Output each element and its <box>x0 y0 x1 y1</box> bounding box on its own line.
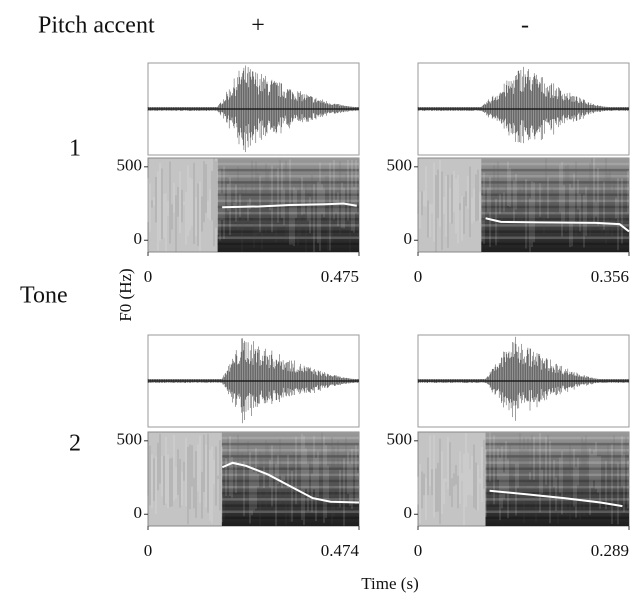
column-header: Pitch accent <box>38 13 155 39</box>
y-tick-label: 0 <box>404 229 413 248</box>
x-tick-label: 0 <box>414 541 423 560</box>
x-tick-label: 0 <box>414 267 423 286</box>
x-tick-label: 0.474 <box>321 541 360 560</box>
column-label: + <box>251 13 265 39</box>
y-tick-label: 0 <box>404 503 413 522</box>
y-tick-label: 0 <box>134 229 143 248</box>
x-tick-label: 0.289 <box>591 541 629 560</box>
x-axis-label: Time (s) <box>361 574 418 593</box>
y-tick-label: 500 <box>387 430 413 449</box>
spectrogram-voiced <box>485 432 629 526</box>
y-tick-label: 0 <box>134 503 143 522</box>
row-header: Tone <box>20 283 68 309</box>
row-label: 1 <box>69 136 81 162</box>
x-tick-label: 0 <box>144 541 153 560</box>
row-label: 2 <box>69 431 81 457</box>
x-tick-label: 0.475 <box>321 267 359 286</box>
spectrogram-voiced <box>221 432 359 526</box>
column-label: - <box>521 13 529 39</box>
f0-contour <box>485 217 630 233</box>
y-tick-label: 500 <box>117 430 143 449</box>
y-tick-label: 500 <box>387 156 413 175</box>
x-tick-label: 0.356 <box>591 267 629 286</box>
y-axis-label: F0 (Hz) <box>116 268 135 321</box>
f0-contour <box>222 202 357 209</box>
y-tick-label: 500 <box>117 156 143 175</box>
spectrogram-voiced <box>481 158 629 252</box>
f0-contour <box>489 489 623 508</box>
x-tick-label: 0 <box>144 267 153 286</box>
f0-contour <box>221 461 360 504</box>
